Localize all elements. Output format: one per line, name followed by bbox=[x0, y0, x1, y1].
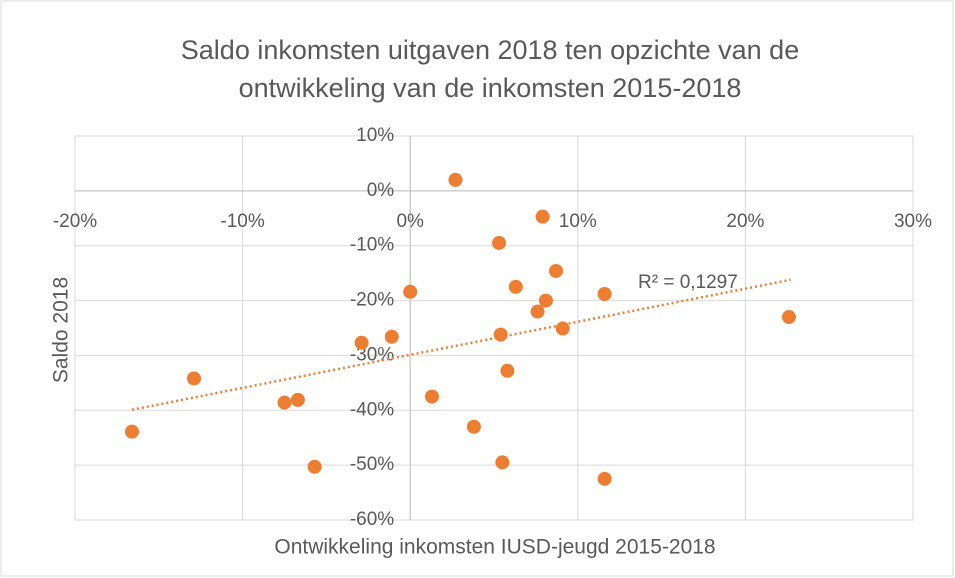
point bbox=[466, 419, 481, 434]
chart-title: ontwikkeling van de inkomsten 2015-2018 bbox=[239, 73, 742, 103]
x-tick-label: 20% bbox=[726, 211, 764, 232]
point bbox=[781, 310, 796, 325]
x-axis-label: Ontwikkeling inkomsten IUSD-jeugd 2015-2… bbox=[274, 536, 715, 559]
x-tick-label: 30% bbox=[894, 211, 932, 232]
point bbox=[277, 395, 292, 410]
point bbox=[124, 424, 139, 439]
point bbox=[508, 279, 523, 294]
point bbox=[530, 304, 545, 319]
point bbox=[354, 335, 369, 350]
point bbox=[549, 263, 564, 278]
point bbox=[403, 284, 418, 299]
y-axis-label: Saldo 2018 bbox=[50, 277, 73, 383]
point bbox=[186, 371, 201, 386]
y-tick-label: -10% bbox=[350, 235, 394, 256]
point bbox=[538, 293, 553, 308]
annotation: R² = 0,1297 bbox=[638, 272, 738, 293]
y-tick-label: -60% bbox=[350, 509, 394, 530]
trendline bbox=[131, 278, 791, 411]
y-tick-label: 10% bbox=[356, 125, 394, 146]
point bbox=[495, 455, 510, 470]
point bbox=[535, 209, 550, 224]
x-tick-label: -10% bbox=[220, 211, 264, 232]
y-tick-label: -20% bbox=[350, 290, 394, 311]
point bbox=[555, 321, 570, 336]
x-tick-label: 0% bbox=[396, 211, 424, 232]
point bbox=[384, 329, 399, 344]
point bbox=[492, 235, 507, 250]
chart-title: Saldo inkomsten uitgaven 2018 ten opzich… bbox=[181, 35, 799, 65]
y-tick-label: -50% bbox=[350, 454, 394, 475]
point bbox=[290, 392, 305, 407]
point bbox=[307, 459, 322, 474]
y-tick-label: 0% bbox=[367, 180, 395, 201]
point bbox=[493, 327, 508, 342]
point bbox=[500, 363, 515, 378]
point bbox=[597, 471, 612, 486]
point bbox=[424, 389, 439, 404]
x-tick-label: -20% bbox=[53, 211, 97, 232]
y-tick-label: -40% bbox=[350, 399, 394, 420]
point bbox=[597, 286, 612, 301]
x-tick-label: 10% bbox=[559, 211, 597, 232]
point bbox=[448, 172, 463, 187]
